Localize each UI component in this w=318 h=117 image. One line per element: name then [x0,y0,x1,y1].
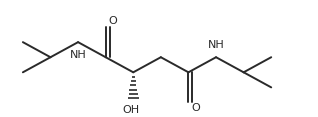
Text: NH: NH [208,40,225,50]
Text: O: O [108,16,117,26]
Text: O: O [191,103,200,113]
Text: OH: OH [123,105,140,115]
Text: NH: NH [70,50,86,60]
